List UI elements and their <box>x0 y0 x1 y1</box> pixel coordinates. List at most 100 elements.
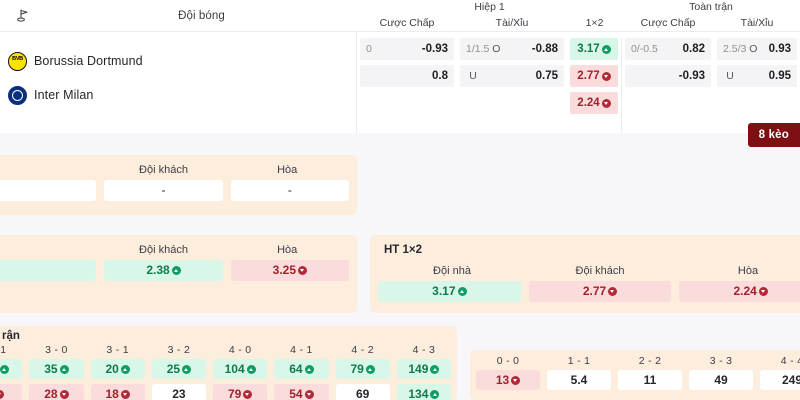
arrow-down-icon <box>243 390 253 399</box>
odds-table-header: Đội bóng Hiệp 1 Toàn trận Cược Chấp Tài/… <box>0 0 800 32</box>
score-odds-bottom[interactable]: 79 <box>213 384 268 400</box>
panel-c-header-cell: Hòa <box>737 265 759 277</box>
score-odds-top[interactable]: 149 <box>396 359 451 379</box>
panel-b-value-cell[interactable] <box>0 260 97 281</box>
odds-value: 3.17 <box>577 43 600 55</box>
odds-value: 49 <box>714 373 728 387</box>
arrow-down-icon <box>608 287 618 296</box>
score-column: 1 - 1 5.4 <box>547 353 611 395</box>
odds-value: 79 <box>227 387 242 400</box>
panel-a-value-cell[interactable] <box>0 180 97 201</box>
score-odds-top[interactable]: 79 <box>335 359 390 379</box>
overunder-line: 2.5/3 <box>723 43 747 55</box>
odds-value: 20 <box>105 362 119 376</box>
score-odds-value[interactable]: 49 <box>689 370 753 390</box>
odds-cell[interactable]: 2.5/3 O 0.93 <box>717 38 797 60</box>
score-odds-bottom[interactable]: 8 <box>0 384 23 400</box>
odds-cell[interactable]: 0 -0.93 <box>360 38 454 60</box>
score-odds-top[interactable]: 64 <box>274 359 329 379</box>
odds-cell[interactable]: 0.8 <box>360 65 454 87</box>
borussia-dortmund-logo <box>8 51 27 71</box>
panel-b-value-cell[interactable]: 2.38 <box>104 260 223 281</box>
odds-cell[interactable]: 0/-0.5 0.82 <box>625 38 711 60</box>
panel-c-headers: Đội nhà Đội khách Hòa <box>370 256 800 281</box>
score-label: 3 - 3 <box>709 355 733 367</box>
score-odds-bottom[interactable]: 23 <box>151 384 206 400</box>
score-odds-value[interactable]: 13 <box>476 370 540 390</box>
panel-c-value-cell[interactable]: 2.77 <box>528 281 672 302</box>
score-odds-value[interactable]: 5.4 <box>547 370 611 390</box>
panel-a-value-cell[interactable]: - <box>104 180 223 201</box>
score-odds-bottom[interactable]: 28 <box>29 384 84 400</box>
odds-cell[interactable]: 1/1.5 O -0.88 <box>460 38 564 60</box>
arrow-down-icon <box>59 390 69 399</box>
odds-cell[interactable]: -0.93 <box>625 65 711 87</box>
odds-value: 79 <box>350 362 364 376</box>
score-odds-value[interactable]: 11 <box>618 370 682 390</box>
odds-table-body: Borussia Dortmund Inter Milan 0 -0.93 0.… <box>0 32 800 133</box>
flag-pin-icon <box>0 9 46 23</box>
market-panel-ht-1x2: HT 1×2 Đội nhà Đội khách Hòa 3.17 2.77 2… <box>370 235 800 313</box>
panel-c-value-cell[interactable]: 2.24 <box>679 281 800 302</box>
score-odds-bottom[interactable]: 134 <box>396 384 451 400</box>
odds-value: 149 <box>408 362 429 376</box>
score-grid-panel-left: rận 2 - 1 8.8 8 3 - 0 35 28 3 - 1 20 18 <box>0 326 457 400</box>
overunder-line: 1/1.5 <box>466 43 490 55</box>
odds-cell[interactable]: 2.24 <box>570 92 618 114</box>
keo-count-badge[interactable]: 8 kèo <box>747 123 800 147</box>
score-label: 2 - 2 <box>638 355 662 367</box>
score-odds-bottom[interactable]: 69 <box>335 384 390 400</box>
subheader-ht-1x2: 1×2 <box>585 17 604 29</box>
odds-cell[interactable]: U 0.95 <box>717 65 797 87</box>
odds-value: 249 <box>781 373 800 387</box>
score-odds-top[interactable]: 8.8 <box>0 359 23 379</box>
odds-value: 0.8 <box>432 70 448 82</box>
panel-a-header-cell <box>0 155 102 180</box>
odds-value: 28 <box>44 387 58 400</box>
score-odds-top[interactable]: 35 <box>29 359 84 379</box>
arrow-down-icon <box>0 390 4 399</box>
arrow-down-icon <box>298 266 307 275</box>
team-name: Borussia Dortmund <box>34 54 143 68</box>
panel-a-value-cell[interactable]: - <box>230 180 349 201</box>
score-odds-top[interactable]: 20 <box>90 359 145 379</box>
team-name: Inter Milan <box>34 88 94 102</box>
team-row[interactable]: Borussia Dortmund <box>8 44 356 78</box>
odds-value: 64 <box>289 362 303 376</box>
odds-cell[interactable]: 2.77 <box>570 65 618 87</box>
odds-cell[interactable]: U 0.75 <box>460 65 564 87</box>
odds-value: 0.95 <box>768 70 791 82</box>
odds-value: -0.93 <box>421 43 448 55</box>
odds-cell[interactable]: 3.17 <box>570 38 618 60</box>
team-row[interactable]: Inter Milan <box>8 78 356 112</box>
column-ft-handicap: 0/-0.5 0.82 -0.93 <box>622 38 714 133</box>
column-ht-handicap: 0 -0.93 0.8 <box>357 38 457 133</box>
odds-value: 69 <box>355 387 370 400</box>
score-label: 4 - 1 <box>290 344 313 356</box>
score-odds-top[interactable]: 25 <box>151 359 206 379</box>
panel-c-value-cell[interactable]: 3.17 <box>378 281 521 302</box>
score-label: 1 - 1 <box>567 355 591 367</box>
group-label-first-half: Hiệp 1 <box>474 1 505 13</box>
score-odds-value[interactable]: 249 <box>760 370 800 390</box>
odds-value: -0.88 <box>531 43 558 55</box>
panel-a-header-cell: Đội khách <box>139 164 188 176</box>
panel-b-header-cell <box>0 235 102 260</box>
score-odds-bottom[interactable]: 54 <box>274 384 329 400</box>
team-column-header: Đội bóng <box>178 9 225 22</box>
arrow-up-icon <box>601 44 611 54</box>
market-panel-b: Đội khách Hòa 2.38 3.25 <box>0 235 357 313</box>
odds-value: 3.17 <box>432 284 456 298</box>
column-ht-1x2: 3.17 2.77 2.24 <box>567 38 622 133</box>
header-odds-section: Hiệp 1 Toàn trận Cược Chấp Tài/Xỉu 1×2 C… <box>357 0 800 31</box>
subheader-ft-overunder: Tài/Xỉu <box>740 17 774 29</box>
odds-value: 3.25 <box>272 263 296 277</box>
score-odds-bottom[interactable]: 18 <box>90 384 145 400</box>
panel-b-value-cell[interactable]: 3.25 <box>230 260 349 281</box>
panel-b-values: 2.38 3.25 <box>0 260 357 290</box>
score-column: 0 - 0 13 <box>476 353 540 395</box>
teams-pane: Borussia Dortmund Inter Milan <box>0 32 357 133</box>
score-odds-top[interactable]: 104 <box>213 359 268 379</box>
odds-value: 11 <box>643 373 657 387</box>
arrow-up-icon <box>0 365 9 374</box>
